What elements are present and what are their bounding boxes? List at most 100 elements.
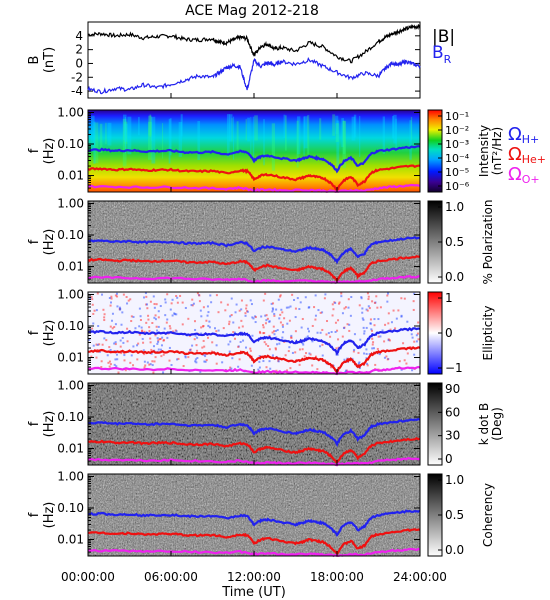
spectrogram-pixel bbox=[148, 363, 151, 366]
spectrogram-pixel bbox=[287, 350, 290, 353]
spectrogram-pixel bbox=[281, 311, 284, 314]
spectrogram-pixel bbox=[279, 321, 282, 324]
spectrogram-pixel bbox=[298, 348, 301, 351]
spectrogram-pixel bbox=[108, 346, 111, 349]
spectrogram-pixel bbox=[105, 339, 108, 342]
colorbar bbox=[427, 382, 443, 466]
spectrogram-pixel bbox=[155, 303, 158, 306]
spectrogram-pixel bbox=[169, 308, 172, 311]
gyro-line-o-plus bbox=[87, 457, 421, 467]
spectrogram-pixel bbox=[142, 341, 145, 344]
spectrogram-pixel bbox=[356, 364, 359, 367]
spectrogram-pixel bbox=[182, 365, 185, 368]
spectrogram-pixel bbox=[195, 344, 198, 347]
spectrogram-pixel bbox=[365, 348, 368, 351]
spectrogram-pixel bbox=[288, 346, 291, 349]
spectrogram-pixel bbox=[111, 312, 114, 315]
spectrogram-pixel bbox=[344, 370, 347, 373]
spectrogram-streak bbox=[395, 118, 397, 151]
spectrogram-pixel bbox=[129, 298, 132, 301]
spectrogram-pixel bbox=[298, 308, 301, 311]
spectrogram-pixel bbox=[210, 301, 213, 304]
gyro-line-h-plus bbox=[87, 509, 421, 537]
spectrogram-pixel bbox=[362, 326, 365, 329]
spectrogram-pixel bbox=[207, 324, 210, 327]
spectrogram-pixel bbox=[302, 343, 305, 346]
spectrogram-pixel bbox=[273, 371, 276, 374]
spectrogram-pixel bbox=[288, 319, 291, 322]
spectrogram-pixel bbox=[100, 366, 103, 369]
spectrogram-pixel bbox=[279, 295, 282, 298]
spectrogram-pixel bbox=[258, 360, 261, 363]
spectrogram-pixel bbox=[132, 315, 135, 318]
freq-axis-label: f bbox=[27, 330, 42, 335]
spectrogram-pixel bbox=[387, 312, 390, 315]
spectrogram-pixel bbox=[124, 369, 127, 372]
field-series bbox=[87, 23, 421, 95]
spectrogram-pixel bbox=[156, 342, 159, 345]
field-y-tick-label: -4 bbox=[71, 84, 83, 98]
spectrogram-pixel bbox=[154, 334, 157, 337]
spectrogram-pixel bbox=[225, 333, 228, 336]
colorbar-tick-label: 0.0 bbox=[445, 270, 464, 284]
colorbar-tick-label: −1 bbox=[445, 361, 463, 375]
spectrogram-pixel bbox=[173, 313, 176, 316]
spectrogram-pixel bbox=[344, 306, 347, 309]
freq-axis-unit: (Hz) bbox=[42, 229, 57, 256]
spectrogram-pixel bbox=[242, 339, 245, 342]
spectrogram-pixel bbox=[306, 335, 309, 338]
spectrogram-pixel bbox=[384, 323, 387, 326]
freq-axis-unit: (Hz) bbox=[42, 320, 57, 347]
spectrogram-pixel bbox=[294, 330, 297, 333]
spectrogram-pixel bbox=[314, 314, 317, 317]
spectrogram-pixel bbox=[202, 353, 205, 356]
spectrogram-pixel bbox=[388, 339, 391, 342]
spectrogram-streak bbox=[303, 116, 305, 156]
spectrogram-pixel bbox=[311, 364, 314, 367]
spectrogram-pixel bbox=[413, 340, 416, 343]
spectrogram-pixel bbox=[283, 340, 286, 343]
spectrogram-pixel bbox=[387, 322, 390, 325]
spectrogram-pixel bbox=[378, 353, 381, 356]
spectrogram-pixel bbox=[262, 299, 265, 302]
spectrogram-pixel bbox=[166, 293, 169, 296]
spectrogram-pixel bbox=[386, 358, 389, 361]
spectrogram-pixel bbox=[337, 338, 340, 341]
spectrogram-pixel bbox=[258, 355, 261, 358]
spectrogram-pixel bbox=[153, 316, 156, 319]
spectrogram-pixel bbox=[164, 298, 167, 301]
spectrogram-pixel bbox=[203, 345, 206, 348]
series-line-b bbox=[87, 23, 421, 64]
field-panel: 420-2-4 B (nT) |B| BR bbox=[27, 21, 455, 99]
spectrogram-pixel bbox=[156, 337, 159, 340]
spectrogram-pixel bbox=[245, 346, 248, 349]
spectrogram-pixel bbox=[336, 329, 339, 332]
spectrogram-streak bbox=[342, 121, 346, 169]
spectrogram-pixel bbox=[233, 331, 236, 334]
spectrogram-pixel bbox=[336, 353, 339, 356]
spectrogram-pixel bbox=[307, 306, 310, 309]
spectrogram-pixel bbox=[150, 348, 153, 351]
spectrogram-pixel bbox=[271, 310, 274, 313]
spectrogram-pixel bbox=[211, 341, 214, 344]
spectrogram-streak bbox=[162, 123, 164, 159]
spectrogram-pixel bbox=[251, 334, 254, 337]
spectrogram-pixel bbox=[271, 331, 274, 334]
spectrogram-pixel bbox=[245, 304, 248, 307]
spectrogram-pixel bbox=[299, 301, 302, 304]
spectrogram-pixel bbox=[329, 335, 332, 338]
spectrogram-pixel bbox=[237, 345, 240, 348]
spectrogram-pixel bbox=[303, 355, 306, 358]
spectrogram-pixel bbox=[220, 301, 223, 304]
spectrogram-pixel bbox=[194, 328, 197, 331]
freq-axis-unit: (Hz) bbox=[42, 138, 57, 165]
spectrogram-pixel bbox=[89, 297, 92, 300]
spectrogram-pixel bbox=[132, 345, 135, 348]
spectrogram-streak bbox=[138, 116, 140, 136]
field-y-tick-label: 0 bbox=[75, 56, 83, 70]
spectrogram-pixel bbox=[144, 364, 147, 367]
spectrogram-pixel bbox=[109, 325, 112, 328]
spectrogram-pixel bbox=[175, 294, 178, 297]
spectrogram-pixel bbox=[190, 304, 193, 307]
spectrogram-pixel bbox=[387, 292, 390, 295]
